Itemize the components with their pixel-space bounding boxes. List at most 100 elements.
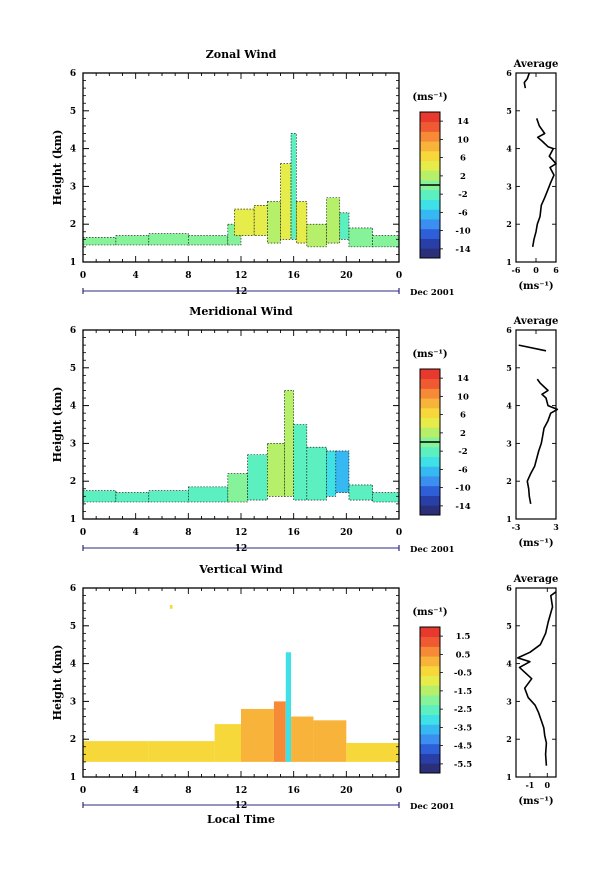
- average-title: Average: [513, 316, 559, 327]
- colorbar-segment: [420, 505, 440, 516]
- heatmap-cell: [188, 235, 228, 245]
- colorbar-segment: [420, 219, 440, 230]
- day-label: 12: [235, 287, 248, 297]
- colorbar-tick-label: -6: [458, 465, 468, 475]
- avg-y-tick-label: 1: [506, 772, 512, 782]
- colorbar-segment: [420, 378, 440, 389]
- heatmap-cell: [83, 741, 149, 762]
- avg-y-tick-label: 3: [506, 438, 512, 448]
- y-tick-label: 4: [70, 145, 76, 155]
- y-tick-label: 3: [70, 439, 76, 449]
- colorbar-segment: [420, 656, 440, 667]
- heatmap-cell: [169, 605, 173, 609]
- colorbar-segment: [420, 160, 440, 171]
- heatmap-cell: [372, 235, 399, 247]
- zero-contour: [234, 208, 255, 236]
- x-tick-label: 20: [340, 271, 353, 281]
- heatmap-cell: [348, 484, 373, 501]
- colorbar-tick-label: 0.5: [456, 650, 471, 660]
- colorbar-segment: [420, 388, 440, 399]
- avg-x-tick-label: 0: [545, 780, 551, 790]
- colorbar-segment: [420, 170, 440, 181]
- average-line: [518, 344, 547, 352]
- x-tick-label: 8: [185, 271, 191, 281]
- zero-contour: [227, 223, 242, 246]
- avg-y-tick-label: 5: [506, 106, 512, 116]
- y-tick-label: 3: [70, 182, 76, 192]
- y-tick-label: 6: [70, 69, 76, 79]
- colorbar-segment: [420, 141, 440, 152]
- y-tick-label: 2: [70, 220, 76, 230]
- heatmap-cell: [148, 741, 215, 762]
- colorbar-segment: [420, 398, 440, 409]
- day-label: 12: [235, 544, 248, 554]
- average-frame: [515, 587, 557, 778]
- avg-x-tick-label: 0: [533, 265, 539, 275]
- zero-contour: [188, 235, 229, 246]
- colorbar-segment: [420, 189, 440, 200]
- colorbar-segment: [420, 427, 440, 438]
- average-xlabel: (ms⁻¹): [518, 796, 553, 807]
- zero-contour: [290, 133, 297, 240]
- colorbar: (ms⁻¹) 1.5 0.5 -0.5 -1.5 -2.5 -3.5 -4.5 -5.5: [412, 607, 472, 774]
- panel-title: Meridional Wind: [189, 305, 293, 318]
- colorbar-segment: [420, 714, 440, 725]
- y-tick-label: 6: [70, 326, 76, 336]
- x-tick-label: 20: [340, 786, 353, 796]
- heatmap-cell: [273, 701, 286, 762]
- avg-y-tick-label: 6: [506, 583, 512, 593]
- colorbar-tick-label: 1.5: [456, 632, 471, 642]
- colorbar-segment: [420, 665, 440, 677]
- date-label: Dec 2001: [410, 288, 455, 298]
- heatmap-cell: [348, 227, 373, 247]
- heatmap-cell: [227, 473, 248, 502]
- avg-y-tick-label: 2: [506, 476, 512, 486]
- heatmap-cell: [335, 450, 349, 493]
- heatmap-cell: [241, 708, 274, 762]
- colorbar-segment: [420, 112, 440, 123]
- heatmap-cell: [234, 209, 255, 236]
- average-title: Average: [513, 574, 559, 585]
- avg-x-tick-label: -1: [525, 780, 534, 790]
- x-tick-label: 4: [133, 786, 139, 796]
- heatmap-cell: [115, 235, 149, 245]
- avg-x-tick-label: -3: [512, 522, 521, 532]
- colorbar-tick-label: 10: [457, 135, 469, 145]
- colorbar-tick-label: -6: [458, 208, 468, 218]
- heatmap-cell: [293, 424, 307, 501]
- heatmap-cell: [214, 724, 241, 762]
- colorbar-segment: [420, 121, 440, 132]
- heatmap-cell: [291, 133, 297, 240]
- zero-contour: [293, 424, 308, 501]
- zero-contour: [284, 390, 294, 497]
- x-tick-label: 0: [80, 528, 86, 538]
- colorbar: (ms⁻¹) 14 10 6 2 -2 -6 -10 -14: [412, 92, 471, 259]
- avg-y-tick-label: 3: [506, 696, 512, 706]
- x-tick-label: 8: [185, 786, 191, 796]
- y-tick-label: 4: [70, 402, 76, 412]
- y-axis-label: Height (km): [51, 387, 64, 463]
- heatmap-cell: [339, 212, 349, 240]
- colorbar-frame: [419, 626, 441, 774]
- heatmap-cell: [284, 390, 294, 497]
- avg-y-tick-label: 5: [506, 621, 512, 631]
- avg-y-tick-label: 2: [506, 219, 512, 229]
- average-title: Average: [513, 59, 559, 70]
- y-tick-label: 1: [70, 258, 76, 268]
- average-line: [531, 118, 557, 248]
- avg-y-tick-label: 3: [506, 181, 512, 191]
- y-tick-label: 2: [70, 735, 76, 745]
- colorbar-segment: [420, 248, 440, 259]
- colorbar-unit-label: (ms⁻¹): [412, 607, 447, 618]
- colorbar-segment: [420, 131, 440, 142]
- zero-contour: [339, 212, 350, 240]
- colorbar-segment: [420, 636, 440, 647]
- colorbar: (ms⁻¹) 14 10 6 2 -2 -6 -10 -14: [412, 349, 471, 516]
- x-tick-label: 4: [133, 271, 139, 281]
- zero-contour: [335, 450, 350, 493]
- avg-y-tick-label: 4: [506, 144, 512, 154]
- colorbar-tick-label: -1.5: [454, 687, 472, 697]
- colorbar-segment: [420, 369, 440, 380]
- average-line: [516, 591, 557, 766]
